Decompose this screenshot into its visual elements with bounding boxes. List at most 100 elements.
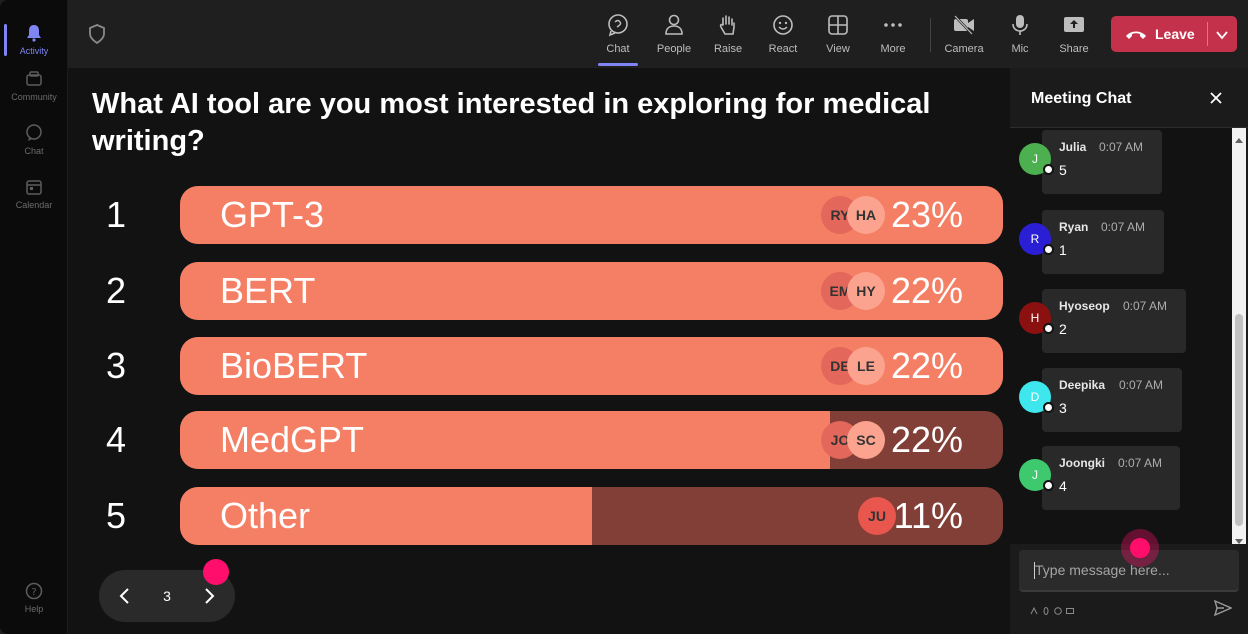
sender-name: Ryan <box>1059 220 1089 234</box>
chevron-down-icon[interactable] <box>1215 28 1229 40</box>
rail-label-activity: Activity <box>19 45 49 56</box>
message-text: 5 <box>1059 162 1067 178</box>
mic-button[interactable]: Mic <box>994 10 1046 62</box>
phone-hangup-icon <box>1125 28 1147 40</box>
option-percent: 23% <box>890 194 963 235</box>
grid-view-icon <box>826 13 850 37</box>
message-bubble: Hyoseop 0:07 AM 2 <box>1042 289 1186 353</box>
rail-item-community[interactable]: Community <box>0 60 68 110</box>
rail-item-chat[interactable]: Chat <box>0 114 68 164</box>
bell-icon <box>24 23 44 43</box>
share-button[interactable]: Share <box>1048 10 1100 62</box>
chat-message-list: Julia 0:07 AM 5 J Ryan 0:07 AM 1 R Hyoseop 0:07 A… <box>1010 128 1232 544</box>
chat-message[interactable]: Joongki 0:07 AM 4 J <box>1010 446 1232 510</box>
message-text: 4 <box>1059 478 1067 494</box>
chevron-right-icon[interactable] <box>199 586 219 606</box>
compose-tools <box>1030 602 1074 615</box>
app-rail: Activity Community Chat Calendar ? Help <box>0 0 68 634</box>
microphone-icon <box>1008 13 1032 37</box>
message-input[interactable] <box>1019 550 1239 590</box>
presence-status-icon <box>1043 402 1054 413</box>
community-icon <box>24 69 44 89</box>
camera-label: Camera <box>944 43 984 55</box>
voter-avatar: SC <box>847 421 885 459</box>
share-label: Share <box>1059 43 1089 55</box>
option-result-fill <box>180 411 830 469</box>
view-label: View <box>826 43 850 55</box>
message-timestamp: 0:07 AM <box>1123 299 1168 313</box>
scroll-up-icon[interactable] <box>1235 132 1243 143</box>
rail-item-help[interactable]: ? Help <box>0 572 68 622</box>
chat-panel-title: Meeting Chat <box>1031 90 1132 107</box>
message-text: 3 <box>1059 400 1067 416</box>
rail-item-calendar[interactable]: Calendar <box>0 168 68 218</box>
emoji-icon[interactable] <box>1054 602 1062 615</box>
camera-off-icon <box>952 13 976 37</box>
message-timestamp: 0:07 AM <box>1118 456 1163 470</box>
scroll-thumb[interactable] <box>1235 314 1243 526</box>
option-result-bar: MedGPT JO SC 22% <box>180 411 1003 469</box>
chat-message[interactable]: Hyoseop 0:07 AM 2 H <box>1010 289 1232 353</box>
click-indicator <box>1130 538 1150 558</box>
format-icon[interactable] <box>1030 602 1038 615</box>
message-timestamp: 0:07 AM <box>1119 378 1164 392</box>
message-timestamp: 0:07 AM <box>1101 220 1146 234</box>
rail-label-community: Community <box>11 91 57 102</box>
react-button[interactable]: React <box>757 10 809 62</box>
presence-status-icon <box>1043 164 1054 175</box>
chat-message[interactable]: Deepika 0:07 AM 3 D <box>1010 368 1232 432</box>
mic-label: Mic <box>1011 43 1029 55</box>
raise-label: Raise <box>713 43 743 55</box>
people-label: People <box>656 43 692 55</box>
leave-button[interactable]: Leave <box>1111 16 1237 52</box>
text-caret <box>1034 562 1035 579</box>
option-rank: 2 <box>106 270 127 311</box>
presence-status-icon <box>1043 244 1054 255</box>
rail-label-chat: Chat <box>24 145 44 156</box>
chat-message[interactable]: Julia 0:07 AM 5 J <box>1010 130 1232 194</box>
send-icon[interactable] <box>1213 599 1233 617</box>
option-percent: 11% <box>893 495 963 536</box>
chat-scrollbar[interactable] <box>1232 128 1246 544</box>
option-rank: 3 <box>106 345 127 386</box>
chat-toggle-button[interactable]: Chat <box>592 10 644 66</box>
chat-message[interactable]: Ryan 0:07 AM 1 R <box>1010 210 1232 274</box>
chat-header-divider <box>1010 127 1248 128</box>
page-number: 3 <box>163 588 171 604</box>
raise-hand-button[interactable]: Raise <box>702 10 754 62</box>
smiley-icon <box>771 13 795 37</box>
poll-option-row: 4 MedGPT JO SC 22% <box>88 411 1003 469</box>
shield-icon <box>88 24 106 45</box>
person-icon <box>662 13 686 37</box>
chevron-left-icon[interactable] <box>115 586 135 606</box>
sender-name: Joongki <box>1059 456 1106 470</box>
chat-icon <box>24 123 44 143</box>
rail-item-activity[interactable]: Activity <box>0 14 68 64</box>
presence-status-icon <box>1043 480 1054 491</box>
close-icon[interactable] <box>1208 90 1224 106</box>
react-label: React <box>768 43 798 55</box>
option-result-bar: BERT EM HY 22% <box>180 262 1003 320</box>
option-percent: 22% <box>890 345 963 386</box>
option-label: Other <box>220 495 311 536</box>
option-result-bar: BioBERT DE LE 22% <box>180 337 1003 395</box>
message-bubble: Julia 0:07 AM 5 <box>1042 130 1162 194</box>
attach-icon[interactable] <box>1042 602 1050 615</box>
gif-icon[interactable] <box>1066 602 1074 614</box>
toolbar-divider <box>930 18 931 52</box>
sender-name: Deepika <box>1059 378 1106 392</box>
voter-avatar: LE <box>847 347 885 385</box>
scroll-down-icon[interactable] <box>1235 532 1243 544</box>
leave-label: Leave <box>1155 26 1195 42</box>
message-text: 2 <box>1059 321 1067 337</box>
option-rank: 4 <box>106 419 127 460</box>
camera-button[interactable]: Camera <box>938 10 990 62</box>
view-button[interactable]: View <box>812 10 864 62</box>
people-button[interactable]: People <box>648 10 700 62</box>
more-button[interactable]: More <box>867 10 919 62</box>
click-indicator <box>203 559 229 585</box>
more-dots-icon <box>881 13 905 37</box>
chat-bubble-icon <box>606 13 630 37</box>
message-text: 1 <box>1059 242 1067 258</box>
